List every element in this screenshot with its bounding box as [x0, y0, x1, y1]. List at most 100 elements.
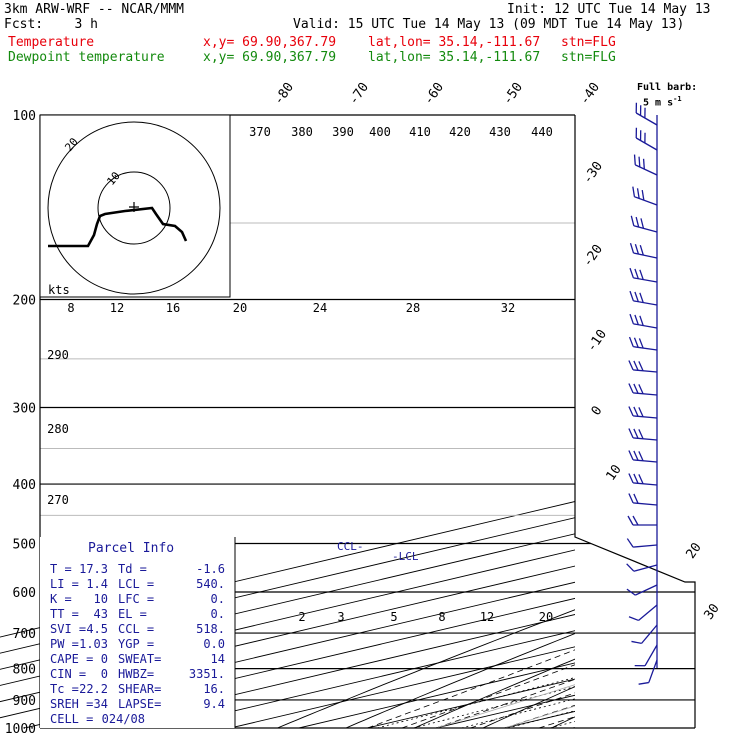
- parcel-key: Tc =: [50, 682, 79, 696]
- dewpoint-xy: x,y= 69.90,367.79: [203, 50, 337, 65]
- parcel-key: CIN =: [50, 667, 86, 681]
- moist-adiabat: [607, 300, 740, 729]
- parcel-key: HWBZ=: [118, 667, 154, 681]
- moist-adiabat: [676, 300, 740, 729]
- barb-staff: [635, 112, 658, 126]
- barb-note-units: 5 m s-1: [643, 94, 682, 108]
- mixing-ratio-label: 32: [501, 301, 515, 315]
- barb-flag: [639, 292, 644, 303]
- wind-barb: [627, 515, 657, 526]
- barb-flag: [634, 268, 639, 279]
- barb-flag: [634, 664, 646, 667]
- barb-flag: [633, 473, 639, 484]
- theta-e-label: 440: [531, 125, 553, 139]
- parcel-value: -1.6: [196, 562, 225, 576]
- mixing-ratio-line: [461, 698, 575, 728]
- parcel-value: 024/08: [102, 712, 145, 726]
- parcel-key: K =: [50, 592, 72, 606]
- barb-flag: [629, 290, 634, 302]
- barb-staff: [634, 164, 658, 176]
- barb-flag: [638, 681, 649, 685]
- wind-barb: [635, 102, 658, 126]
- barb-staff: [633, 277, 658, 283]
- barb-staff: [633, 300, 658, 306]
- wind-barb: [628, 450, 658, 463]
- dewpoint-legend: Dewpoint temperature: [8, 50, 165, 65]
- parcel-key: LI =: [50, 577, 79, 591]
- parcel-key: CELL =: [50, 712, 93, 726]
- barb-flag: [628, 406, 634, 417]
- barb-staff: [633, 252, 658, 259]
- barb-flag: [634, 291, 639, 302]
- barb-flag: [635, 102, 638, 114]
- isotherm: [161, 630, 575, 728]
- barb-staff: [641, 624, 658, 644]
- parcel-key: TT =: [50, 607, 79, 621]
- dewpoint-station: stn=FLG: [561, 50, 616, 65]
- wind-barb: [630, 215, 658, 233]
- barb-flag: [638, 156, 641, 168]
- barb-staff: [633, 346, 658, 351]
- parcel-value: 4.5: [86, 622, 108, 636]
- barb-staff: [633, 225, 658, 233]
- dry-adiabat: [688, 115, 740, 728]
- barb-staff: [644, 644, 658, 667]
- barb-flag: [639, 105, 642, 116]
- model-title: 3km ARW-WRF -- NCAR/MMM: [4, 2, 185, 17]
- isotherm: [0, 581, 575, 719]
- barb-flag: [634, 244, 640, 255]
- barb-flag: [638, 451, 644, 462]
- parcel-info-box: [40, 537, 235, 728]
- barb-staff: [638, 604, 658, 621]
- barb-staff: [648, 659, 658, 683]
- mixing-ratio-label: 24: [313, 301, 327, 315]
- barb-staff: [634, 196, 658, 206]
- parcel-key: SREH =: [50, 697, 93, 711]
- wind-barb: [628, 406, 658, 419]
- parcel-value: 0.0: [203, 637, 225, 651]
- theta-e-label: 410: [409, 125, 431, 139]
- barb-flag: [628, 336, 634, 347]
- pressure-label: 200: [13, 294, 36, 309]
- pressure-label: 300: [13, 401, 36, 416]
- barb-flag: [635, 216, 640, 228]
- parcel-value: 16.: [203, 682, 225, 696]
- isotherm-label: -10: [584, 327, 610, 355]
- barb-flag: [626, 563, 635, 572]
- parcel-key: CAPE =: [50, 652, 93, 666]
- barb-flag: [628, 473, 634, 484]
- barb-staff: [634, 584, 658, 596]
- forecast-hour: Fcst: 3 h: [4, 17, 98, 32]
- barb-note-sup: -1: [673, 95, 682, 103]
- hodograph-trace: [48, 206, 188, 248]
- pressure-label: 400: [13, 478, 36, 493]
- wind-barb: [628, 493, 658, 506]
- plot-right-edge: [574, 115, 696, 728]
- parcel-key: SWEAT=: [118, 652, 161, 666]
- barb-staff: [633, 482, 658, 486]
- wind-barb: [631, 624, 658, 645]
- isotherm-label: -50: [500, 80, 526, 108]
- mixing-ratio-label-low: 20: [539, 610, 553, 624]
- parcel-key: LFC =: [118, 592, 154, 606]
- parcel-value: 34: [94, 697, 108, 711]
- dry-adiabat: [277, 609, 575, 728]
- parcel-key: Td =: [118, 562, 147, 576]
- barb-flag: [628, 360, 634, 371]
- theta-e-label: 390: [332, 125, 354, 139]
- barb-staff: [633, 459, 658, 463]
- theta-e-label: 380: [291, 125, 313, 139]
- mixing-ratio-label-low: 3: [337, 610, 344, 624]
- parcel-value: 10: [94, 592, 108, 606]
- parcel-value: 14: [211, 652, 225, 666]
- wind-barb: [638, 659, 658, 685]
- pressure-label: 1000: [5, 722, 36, 737]
- isotherm: [298, 662, 575, 728]
- temperature-legend: Temperature: [8, 35, 95, 50]
- mixing-ratio-label: 12: [110, 301, 124, 315]
- barb-flag: [628, 450, 634, 461]
- parcel-key: EL =: [118, 607, 147, 621]
- theta-w-line: [504, 705, 575, 728]
- pressure-label: 700: [13, 627, 36, 642]
- pressure-label: 100: [13, 109, 36, 124]
